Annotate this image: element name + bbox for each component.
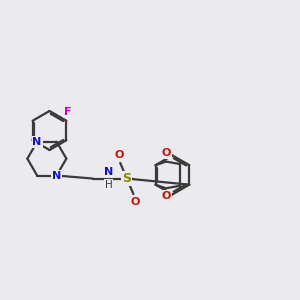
Text: S: S bbox=[122, 172, 131, 185]
Text: F: F bbox=[64, 107, 72, 117]
Text: O: O bbox=[130, 197, 140, 207]
Text: O: O bbox=[161, 191, 171, 201]
Text: N: N bbox=[32, 137, 42, 147]
Text: O: O bbox=[114, 150, 123, 160]
Text: N: N bbox=[52, 170, 61, 181]
Text: O: O bbox=[161, 148, 171, 158]
Text: H: H bbox=[105, 180, 112, 190]
Text: N: N bbox=[104, 167, 113, 177]
